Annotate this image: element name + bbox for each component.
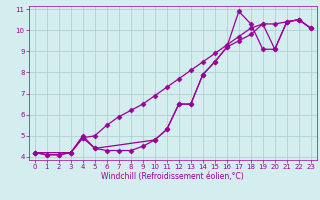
X-axis label: Windchill (Refroidissement éolien,°C): Windchill (Refroidissement éolien,°C) (101, 172, 244, 181)
